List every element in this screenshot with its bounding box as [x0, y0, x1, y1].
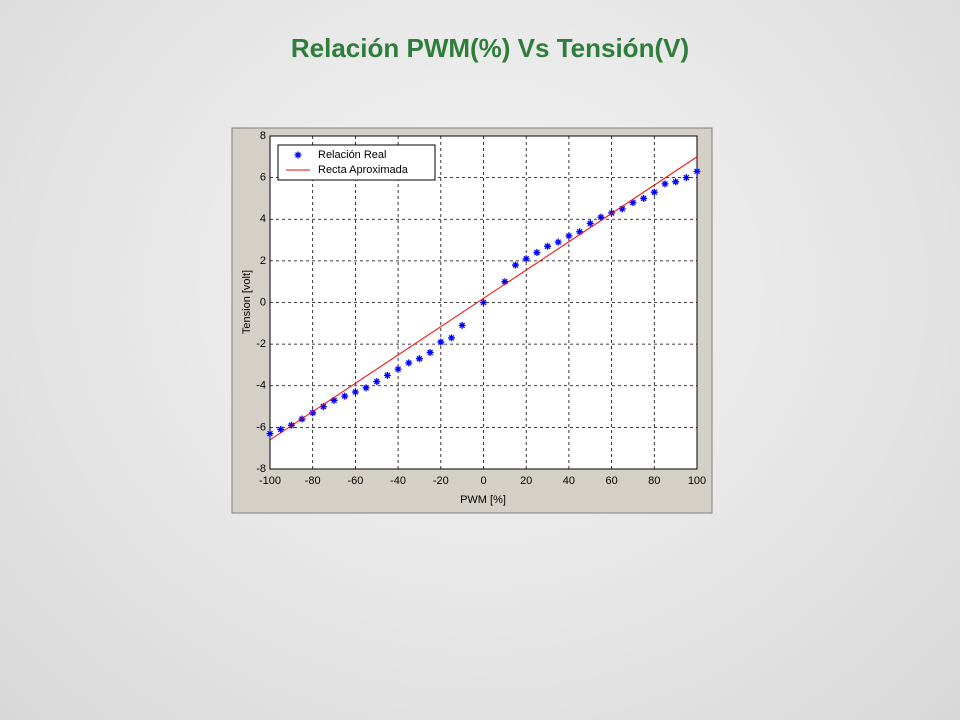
data-point [533, 249, 541, 257]
data-point [597, 213, 605, 221]
data-point [565, 232, 573, 240]
data-point [330, 396, 338, 404]
data-point [266, 430, 274, 438]
x-tick-label: 40 [563, 475, 575, 487]
y-tick-label: -6 [256, 421, 266, 433]
x-tick-label: -100 [259, 475, 281, 487]
y-tick-label: 4 [260, 213, 266, 225]
data-point [693, 167, 701, 175]
x-axis-label: PWM [%] [460, 494, 506, 506]
data-point [319, 403, 327, 411]
data-point [618, 205, 626, 213]
data-point [501, 278, 509, 286]
data-point [544, 242, 552, 250]
data-point [586, 219, 594, 227]
data-point [426, 348, 434, 356]
y-tick-label: 6 [260, 172, 266, 184]
data-point [277, 425, 285, 433]
data-point [373, 378, 381, 386]
legend-label: Relación Real [318, 149, 386, 161]
legend-symbol [294, 151, 302, 159]
data-point [309, 409, 317, 417]
y-axis-label: Tension [volt] [241, 270, 253, 334]
data-point [351, 388, 359, 396]
slide-title: Relación PWM(%) Vs Tensión(V) [291, 33, 689, 63]
data-point [437, 338, 445, 346]
x-tick-label: 0 [480, 475, 486, 487]
data-point [650, 188, 658, 196]
data-point [383, 371, 391, 379]
y-tick-label: 8 [260, 130, 266, 142]
data-point [672, 178, 680, 186]
data-point [554, 238, 562, 246]
data-point [405, 359, 413, 367]
data-point [522, 255, 530, 263]
data-point [576, 228, 584, 236]
x-tick-label: 100 [688, 475, 706, 487]
x-tick-label: 60 [605, 475, 617, 487]
data-point [362, 384, 370, 392]
data-point [415, 355, 423, 363]
y-tick-label: -8 [256, 463, 266, 475]
data-point [629, 199, 637, 207]
data-point [640, 194, 648, 202]
y-tick-label: -4 [256, 380, 266, 392]
data-point [341, 392, 349, 400]
y-tick-label: 2 [260, 255, 266, 267]
legend-label: Recta Aproximada [318, 164, 409, 176]
y-tick-label: -2 [256, 338, 266, 350]
data-point [458, 321, 466, 329]
data-point [682, 174, 690, 182]
x-tick-label: 80 [648, 475, 660, 487]
x-tick-label: 20 [520, 475, 532, 487]
data-point [512, 261, 520, 269]
y-tick-label: 0 [260, 296, 266, 308]
data-point [480, 299, 487, 306]
legend-box [277, 144, 436, 181]
data-point [447, 334, 455, 342]
x-tick-label: -40 [390, 475, 406, 487]
x-tick-label: -80 [305, 475, 321, 487]
x-tick-label: -20 [433, 475, 449, 487]
data-point [661, 180, 669, 188]
fit-line [269, 156, 698, 441]
data-point [394, 365, 402, 373]
x-tick-label: -60 [347, 475, 363, 487]
